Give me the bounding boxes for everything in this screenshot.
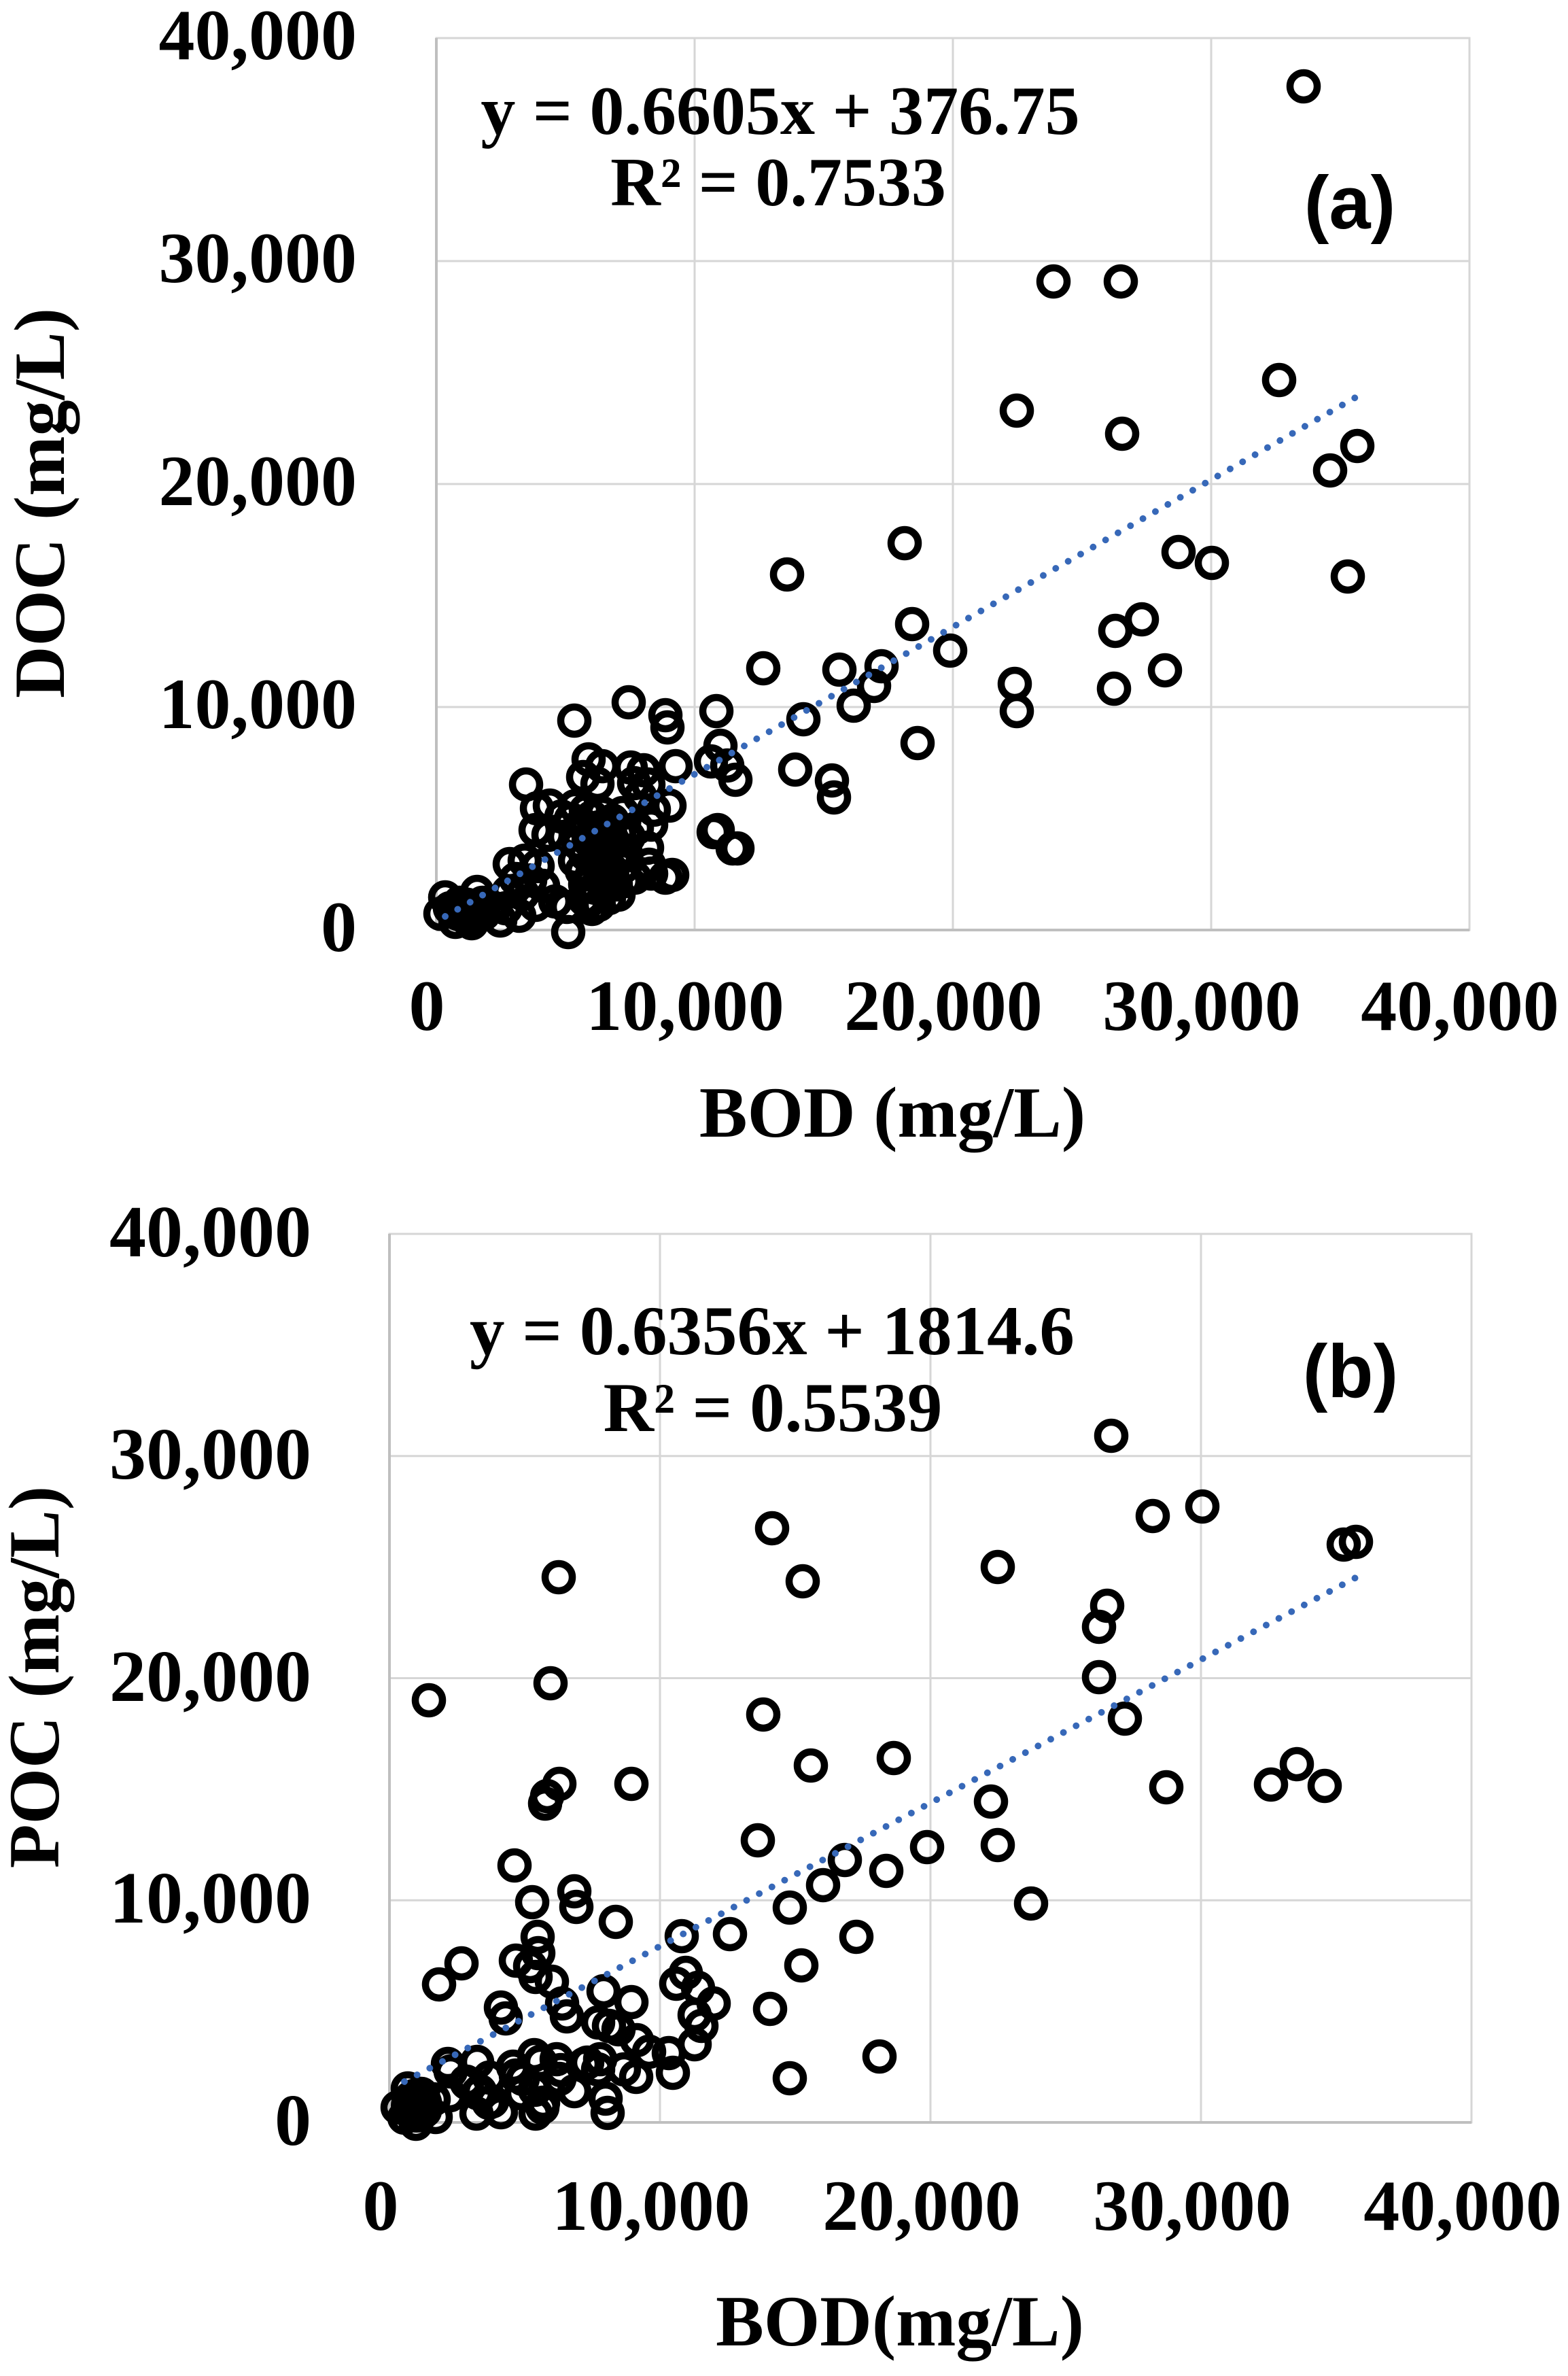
svg-text:20,000: 20,000 (822, 2166, 1021, 2245)
svg-text:0: 0 (363, 2166, 399, 2245)
svg-text:30,000: 30,000 (159, 218, 358, 298)
svg-text:0: 0 (409, 966, 445, 1046)
svg-text:R² = 0.7533: R² = 0.7533 (610, 144, 946, 221)
svg-text:10,000: 10,000 (586, 966, 784, 1046)
svg-text:(b): (b) (1303, 1330, 1398, 1413)
svg-text:BOD (mg/L): BOD (mg/L) (699, 1073, 1085, 1152)
svg-text:30,000: 30,000 (1102, 966, 1301, 1046)
svg-text:20,000: 20,000 (109, 1636, 311, 1717)
svg-text:10,000: 10,000 (159, 664, 358, 744)
svg-text:0: 0 (321, 887, 357, 967)
svg-text:40,000: 40,000 (159, 0, 358, 75)
svg-text:DOC (mg/L): DOC (mg/L) (0, 308, 80, 698)
svg-text:10,000: 10,000 (552, 2166, 750, 2245)
svg-text:30,000: 30,000 (109, 1414, 311, 1495)
svg-text:y = 0.6605x + 376.75: y = 0.6605x + 376.75 (481, 73, 1079, 150)
svg-text:BOD(mg/L): BOD(mg/L) (716, 2282, 1084, 2361)
svg-text:40,000: 40,000 (109, 1192, 311, 1273)
svg-text:30,000: 30,000 (1093, 2166, 1291, 2245)
svg-text:40,000: 40,000 (1361, 966, 1559, 1046)
svg-text:20,000: 20,000 (159, 441, 358, 521)
svg-text:40,000: 40,000 (1363, 2166, 1562, 2245)
svg-text:20,000: 20,000 (844, 966, 1043, 1046)
svg-text:(a): (a) (1304, 161, 1395, 245)
svg-text:R² = 0.5539: R² = 0.5539 (604, 1369, 943, 1447)
svg-text:0: 0 (275, 2080, 311, 2161)
svg-text:POC (mg/L): POC (mg/L) (0, 1486, 74, 1868)
svg-text:10,000: 10,000 (109, 1858, 311, 1939)
svg-text:y = 0.6356x + 1814.6: y = 0.6356x + 1814.6 (470, 1292, 1075, 1370)
